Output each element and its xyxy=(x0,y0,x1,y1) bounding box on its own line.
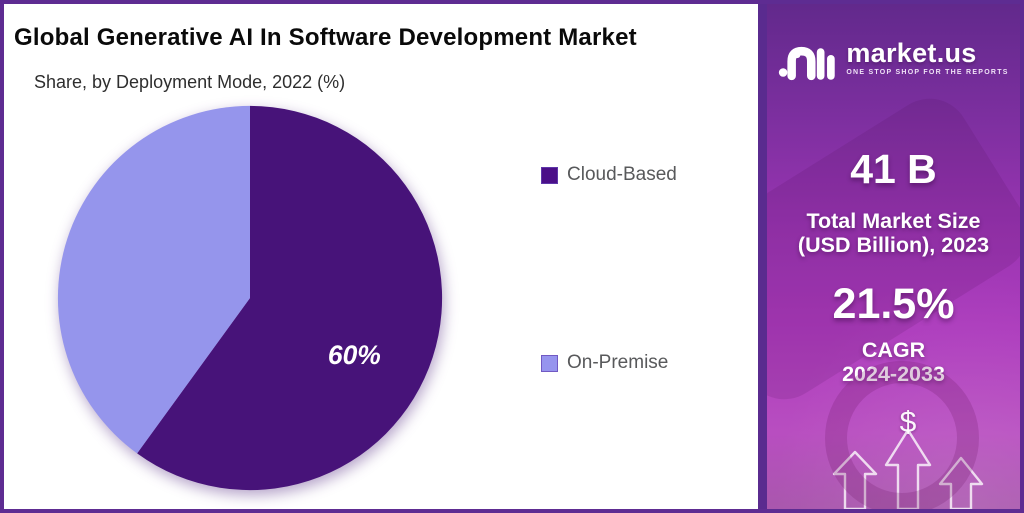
legend-swatch-on-premise xyxy=(541,354,558,372)
pie-slice-cloud-based xyxy=(137,105,443,491)
legend-label: On-Premise xyxy=(567,352,669,373)
page-title: Global Generative AI In Software Develop… xyxy=(14,24,637,51)
marketus-logo-icon xyxy=(779,46,836,81)
pie-chart: 60% xyxy=(57,105,443,491)
legend-item-cloud-based: Cloud-Based xyxy=(541,164,677,186)
stat-market-size-label-1: Total Market Size xyxy=(806,209,981,233)
pie-slice-on-premise xyxy=(57,105,250,454)
growth-arrows-icon xyxy=(832,428,984,509)
stat-market-size-value: 41 B xyxy=(850,146,937,192)
legend-item-on-premise: On-Premise xyxy=(541,352,668,374)
logo: market.us ONE STOP SHOP FOR THE REPORTS xyxy=(767,34,1020,82)
stat-cagr-label-2: 2024-2033 xyxy=(842,362,945,386)
chart-panel: Global Generative AI In Software Develop… xyxy=(4,4,758,509)
logo-text: market.us ONE STOP SHOP FOR THE REPORTS xyxy=(846,38,1009,77)
brand-sidebar: market.us ONE STOP SHOP FOR THE REPORTS … xyxy=(767,4,1020,509)
brand-name: market.us xyxy=(846,38,977,68)
panel-divider xyxy=(758,4,767,509)
stat-cagr-label-1: CAGR xyxy=(861,338,926,362)
legend-label: Cloud-Based xyxy=(567,164,677,185)
stat-market-size-label-2: (USD Billion), 2023 xyxy=(797,233,990,257)
pie-slice-label: 60% xyxy=(328,340,381,370)
legend-swatch-cloud-based xyxy=(541,166,558,184)
dollar-sign: $ xyxy=(899,406,917,439)
legend: Cloud-Based On-Premise xyxy=(541,4,751,509)
stat-cagr-value: 21.5% xyxy=(832,280,955,328)
chart-subtitle: Share, by Deployment Mode, 2022 (%) xyxy=(34,72,346,92)
brand-tagline: ONE STOP SHOP FOR THE REPORTS xyxy=(846,69,1009,76)
